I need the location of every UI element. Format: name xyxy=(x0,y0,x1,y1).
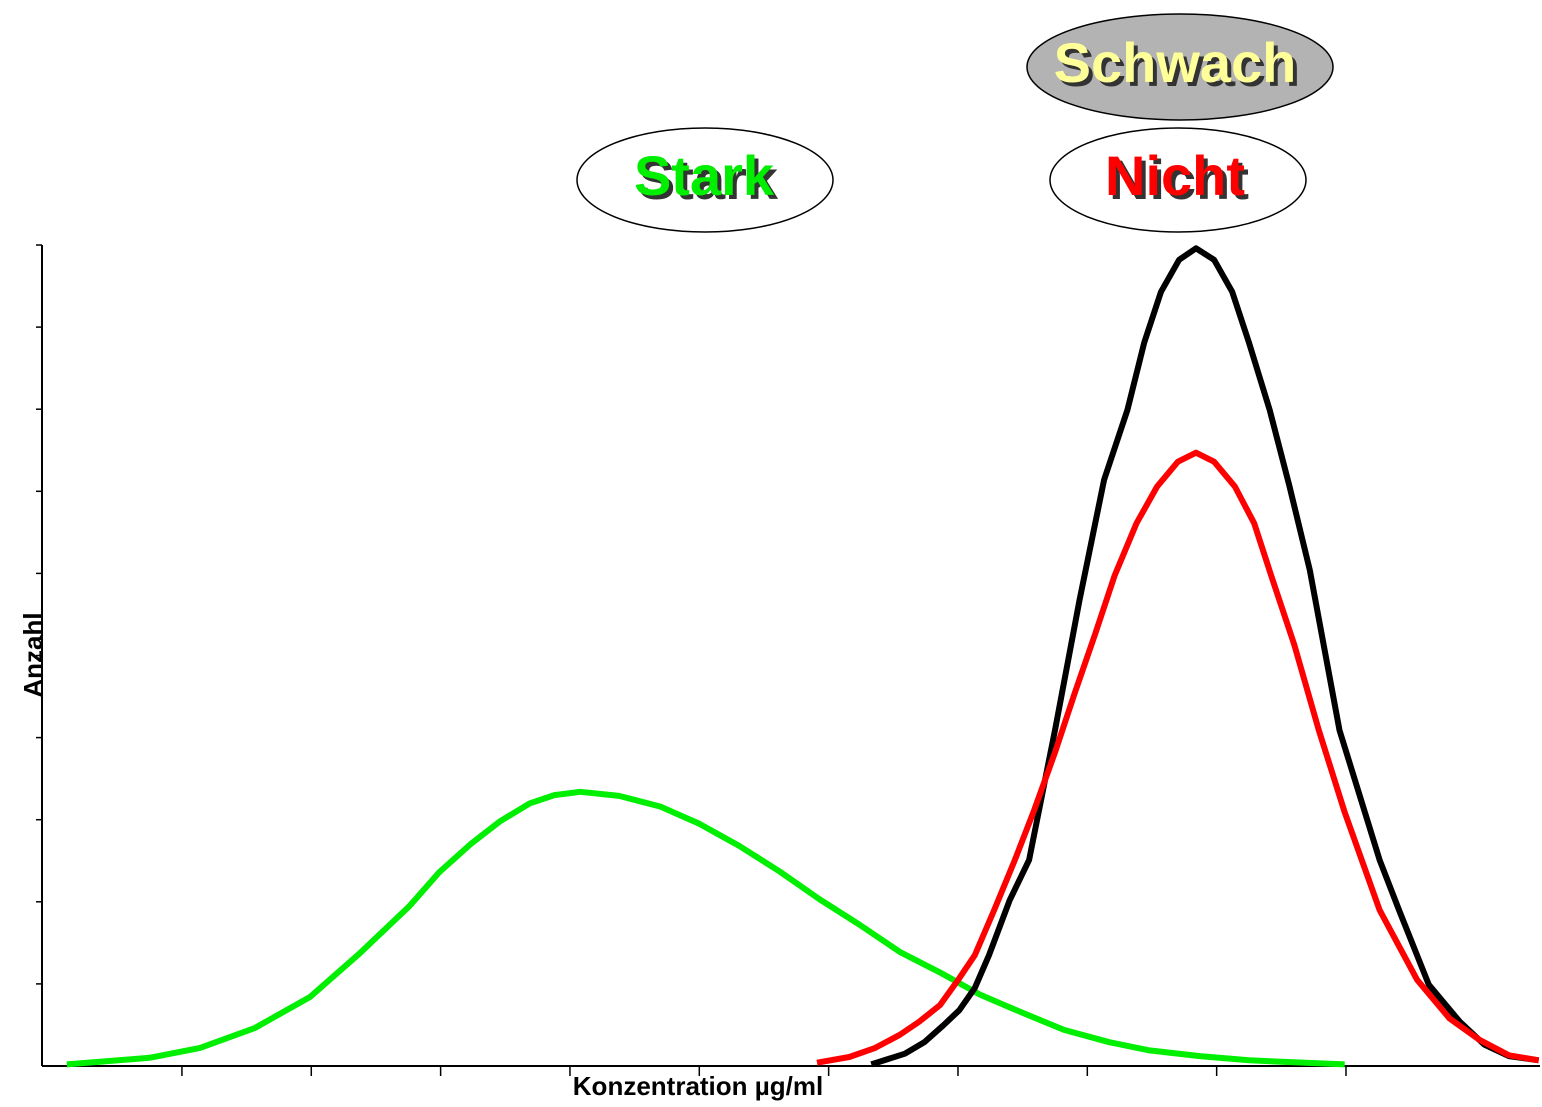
annotation-ellipse xyxy=(576,127,834,233)
series-line xyxy=(66,788,1345,1068)
annotation-shadow: Nicht xyxy=(1109,148,1249,211)
x-axis-label: Konzentration µg/ml xyxy=(573,1071,823,1101)
series-line xyxy=(816,449,1540,1066)
series-line xyxy=(870,245,1540,1068)
annotation: Nicht xyxy=(1105,144,1245,207)
y-axis-label: Anzahl xyxy=(18,612,48,697)
annotation-shadow: Stark xyxy=(638,148,779,211)
annotation: Schwach xyxy=(1054,31,1297,94)
annotation-ellipse xyxy=(1026,13,1334,121)
annotation: Stark xyxy=(634,144,775,207)
annotation-shadow: Schwach xyxy=(1058,35,1301,98)
annotation-ellipse xyxy=(1049,127,1307,233)
